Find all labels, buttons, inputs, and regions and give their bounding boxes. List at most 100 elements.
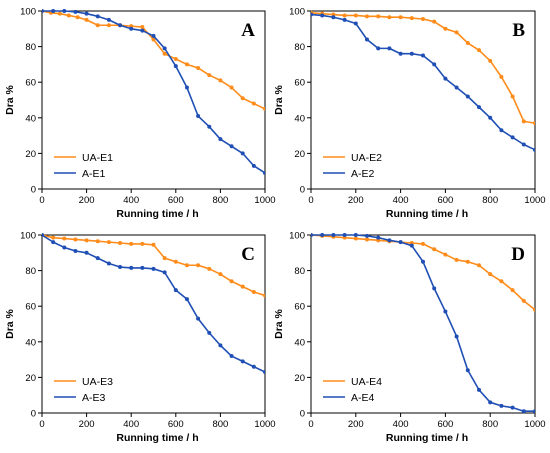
data-point-ua-e3 xyxy=(263,293,265,298)
data-point-ua-e1 xyxy=(75,15,80,20)
data-point-ua-e3 xyxy=(84,238,89,243)
chart-panel-d: 0 200 400 600 800 1000 0 20 40 60 80 100 Running tim… xyxy=(273,231,548,445)
data-point-a-e2 xyxy=(320,13,325,18)
data-point-ua-e1 xyxy=(263,106,265,111)
y-tick-label: 100 xyxy=(20,7,36,18)
panel-label: A xyxy=(241,20,255,41)
data-point-a-e3 xyxy=(106,261,111,266)
data-point-ua-e1 xyxy=(140,25,145,30)
x-tick-label: 800 xyxy=(482,195,498,206)
x-tick-label: 800 xyxy=(212,419,228,430)
data-point-a-e1 xyxy=(263,170,265,175)
data-point-ua-e3 xyxy=(162,256,167,261)
panel-label: D xyxy=(511,244,525,265)
x-axis-title: Running time / h xyxy=(386,432,468,444)
data-point-ua-e3 xyxy=(184,263,189,268)
data-point-a-e4 xyxy=(465,368,470,373)
data-point-a-e3 xyxy=(196,316,201,321)
data-point-ua-e3 xyxy=(240,284,245,289)
data-point-ua-e1 xyxy=(240,96,245,101)
data-point-ua-e2 xyxy=(499,74,504,79)
data-point-a-e2 xyxy=(311,12,313,17)
data-point-a-e3 xyxy=(118,265,123,270)
data-point-ua-e3 xyxy=(118,241,123,246)
y-tick-label: 20 xyxy=(294,373,305,384)
data-point-a-e4 xyxy=(499,403,504,408)
data-point-a-e3 xyxy=(51,240,56,245)
legend-label: UA-E4 xyxy=(351,376,382,388)
x-tick-label: 1000 xyxy=(524,195,545,206)
x-tick-label: 200 xyxy=(348,419,364,430)
data-point-ua-e3 xyxy=(151,242,156,247)
data-point-a-e1 xyxy=(129,26,134,31)
data-point-a-e4 xyxy=(387,238,392,243)
y-tick-label: 80 xyxy=(294,42,305,53)
data-point-ua-e2 xyxy=(510,94,515,99)
data-point-a-e2 xyxy=(398,51,403,56)
data-point-a-e3 xyxy=(263,370,265,375)
data-point-a-e2 xyxy=(454,85,459,90)
legend: UA-E1 A-E1 xyxy=(54,152,113,180)
x-tick-label: 400 xyxy=(123,419,139,430)
data-point-a-e2 xyxy=(432,62,437,67)
panel-label: B xyxy=(512,20,525,41)
data-point-ua-e4 xyxy=(499,279,504,284)
data-point-a-e4 xyxy=(432,286,437,291)
data-point-a-e2 xyxy=(443,76,448,81)
data-point-ua-e2 xyxy=(421,17,425,22)
data-point-a-e1 xyxy=(106,17,111,22)
y-tick-label: 20 xyxy=(25,373,36,384)
data-point-a-e2 xyxy=(421,53,425,58)
data-point-ua-e4 xyxy=(454,257,459,262)
series-line-a-e1 xyxy=(42,10,265,174)
data-point-a-e3 xyxy=(251,364,256,369)
x-tick-label: 400 xyxy=(123,195,139,206)
data-point-ua-e3 xyxy=(140,241,145,246)
x-axis-title: Running time / h xyxy=(116,432,198,444)
data-point-ua-e3 xyxy=(229,279,234,284)
x-tick-label: 600 xyxy=(437,419,453,430)
data-point-ua-e4 xyxy=(443,252,448,257)
y-tick-label: 40 xyxy=(294,337,305,348)
y-tick-label: 0 xyxy=(300,185,305,196)
x-axis-title: Running time / h xyxy=(386,208,468,220)
data-point-a-e2 xyxy=(353,21,358,26)
legend: UA-E3 A-E3 xyxy=(54,376,113,404)
y-tick-label: 100 xyxy=(20,231,36,242)
data-point-a-e1 xyxy=(184,85,189,90)
data-point-a-e3 xyxy=(95,256,100,261)
plot-frame xyxy=(310,234,536,414)
data-point-a-e3 xyxy=(184,297,189,302)
data-point-ua-e3 xyxy=(274,297,278,301)
data-point-a-e4 xyxy=(488,400,493,405)
data-point-ua-e1 xyxy=(57,11,62,16)
data-point-ua-e4 xyxy=(533,307,535,312)
data-point-a-e1 xyxy=(42,9,44,13)
y-tick-label: 0 xyxy=(300,409,305,420)
series-group xyxy=(311,233,548,414)
data-point-ua-e3 xyxy=(95,239,100,244)
data-point-a-e4 xyxy=(376,235,381,240)
data-point-ua-e2 xyxy=(353,13,358,18)
data-point-a-e4 xyxy=(320,233,325,237)
data-point-a-e4 xyxy=(342,233,347,237)
data-point-a-e4 xyxy=(454,334,459,339)
data-point-ua-e3 xyxy=(51,235,56,240)
data-point-a-e4 xyxy=(510,405,515,410)
data-point-ua-e2 xyxy=(443,26,448,31)
y-tick-label: 40 xyxy=(25,113,36,124)
data-point-a-e3 xyxy=(229,354,234,359)
data-point-a-e2 xyxy=(499,128,504,133)
data-point-ua-e4 xyxy=(421,241,425,246)
data-point-ua-e3 xyxy=(129,241,134,246)
data-point-ua-e4 xyxy=(353,236,358,241)
plot-frame xyxy=(41,10,266,190)
x-tick-label: 400 xyxy=(393,419,409,430)
data-point-a-e4 xyxy=(544,409,548,413)
data-point-ua-e1 xyxy=(84,17,89,22)
y-tick-label: 20 xyxy=(25,149,36,160)
x-tick-label: 0 xyxy=(308,195,313,206)
y-tick-label: 20 xyxy=(294,149,305,160)
data-point-ua-e2 xyxy=(398,15,403,20)
legend-label: UA-E2 xyxy=(351,152,382,164)
